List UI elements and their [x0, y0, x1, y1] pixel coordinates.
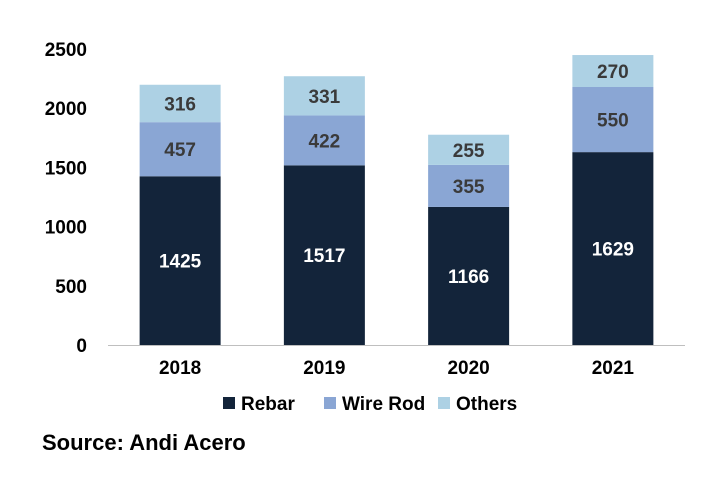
data-label: 1629 [592, 240, 634, 261]
x-axis: 2018 2019 2020 2021 [159, 358, 634, 379]
data-label: 1166 [448, 267, 489, 288]
data-label: 422 [309, 131, 341, 152]
y-tick-label: 2000 [45, 99, 87, 120]
data-label: 1517 [303, 246, 345, 267]
bar-segment-rebar [139, 176, 221, 345]
data-label: 331 [309, 87, 341, 108]
bar-segment-rebar [283, 165, 365, 345]
data-label: 255 [453, 141, 485, 162]
bars: 1425 457 316 1517 422 331 1166 355 255 1629 550 270 [139, 55, 654, 345]
data-label: 316 [164, 94, 196, 115]
y-tick-label: 500 [55, 277, 87, 298]
y-tick-label: 2500 [45, 40, 87, 61]
source-note: Source: Andi Acero [42, 430, 246, 455]
legend-swatch-wire-rod [324, 397, 336, 409]
stacked-bar-chart: 0 500 1000 1500 2000 2500 1425 457 316 1517 422 33… [45, 40, 685, 415]
bar-segment-wire-rod [572, 87, 654, 153]
bar-segment-others [139, 84, 221, 123]
legend-swatch-rebar [223, 397, 235, 409]
bar-segment-others [572, 55, 654, 88]
bar-segment-others [428, 134, 510, 165]
bar-segment-wire-rod [139, 122, 221, 177]
x-tick-label: 2019 [303, 358, 345, 379]
bar-segment-rebar [428, 206, 510, 345]
x-tick-label: 2020 [447, 358, 489, 379]
y-tick-label: 0 [76, 336, 87, 357]
bar-segment-wire-rod [283, 115, 365, 166]
legend-label: Others [456, 394, 517, 415]
x-tick-label: 2021 [592, 358, 635, 379]
data-label: 457 [164, 140, 196, 161]
y-tick-label: 1000 [45, 218, 87, 239]
data-label: 270 [597, 62, 629, 83]
bar-segment-wire-rod [428, 164, 510, 207]
data-label: 355 [453, 177, 485, 198]
bar-segment-rebar [572, 152, 654, 345]
data-label: 550 [597, 111, 629, 132]
y-tick-label: 1500 [45, 158, 87, 179]
bar-segment-others [283, 76, 365, 116]
x-tick-label: 2018 [159, 358, 201, 379]
y-axis: 0 500 1000 1500 2000 2500 [45, 40, 87, 357]
legend-swatch-others [438, 397, 450, 409]
legend: Rebar Wire Rod Others [223, 394, 517, 415]
data-label: 1425 [159, 252, 202, 273]
legend-label: Rebar [241, 394, 295, 415]
legend-label: Wire Rod [342, 394, 425, 415]
